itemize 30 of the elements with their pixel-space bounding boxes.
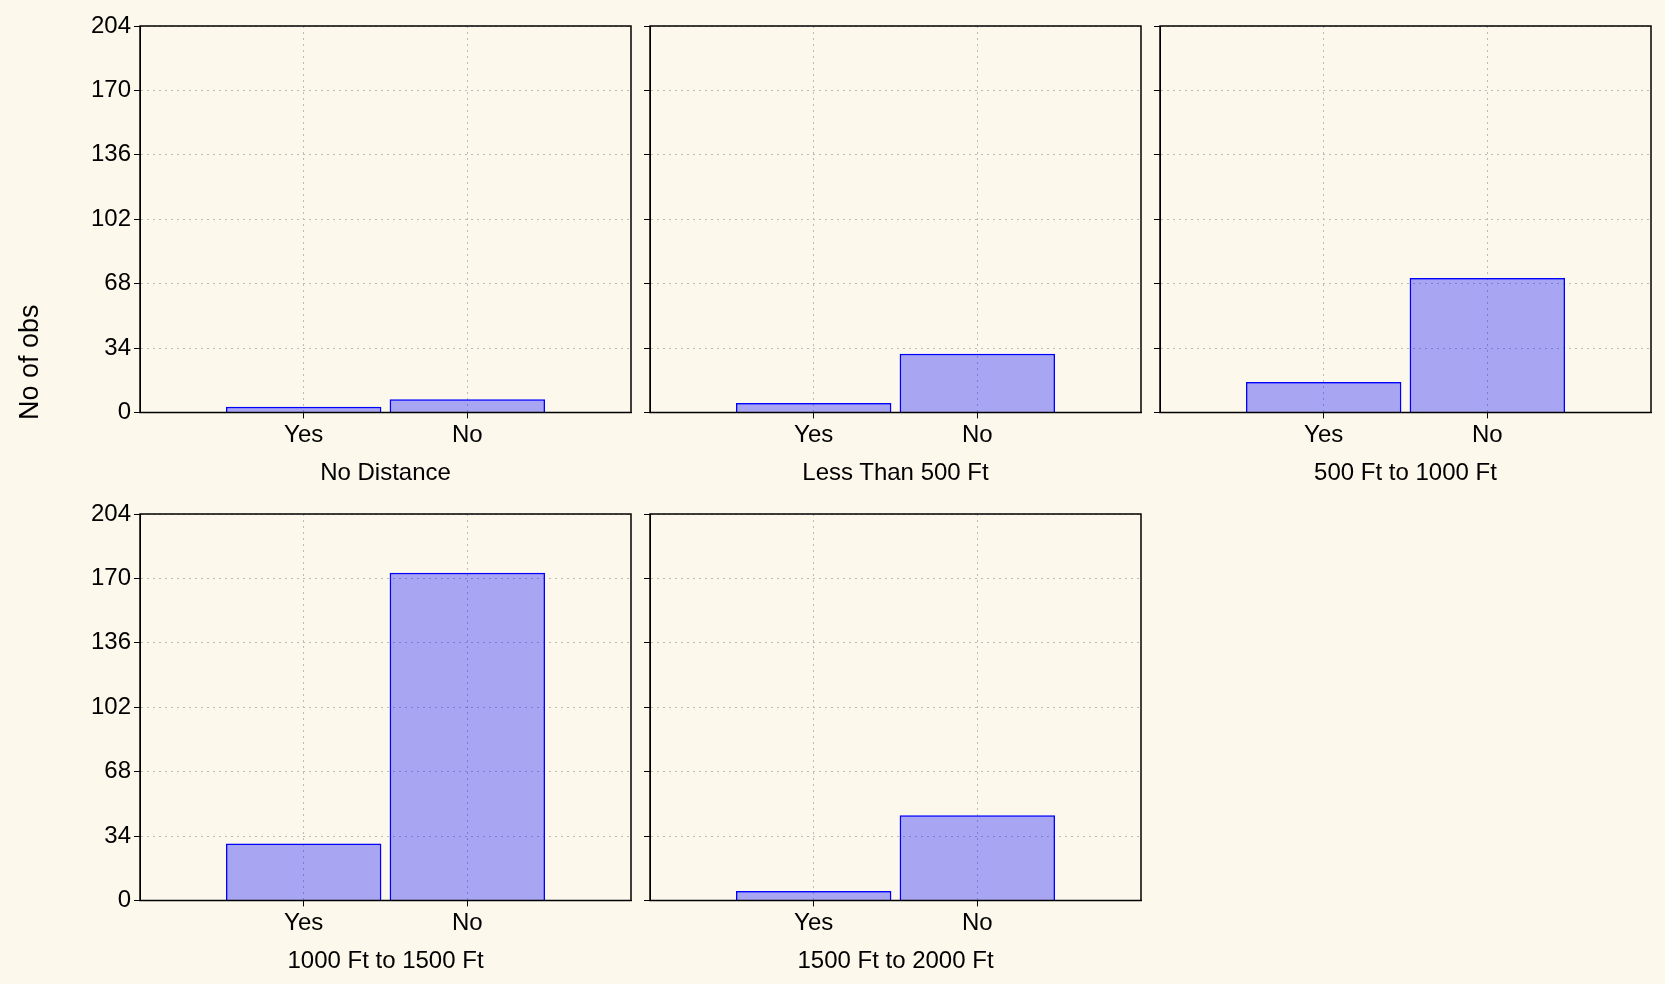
x-axis-title: Less Than 500 Ft <box>802 458 989 486</box>
y-tick-label: 136 <box>90 139 131 167</box>
x-axis-title: No Distance <box>320 458 451 486</box>
y-tick-label: 68 <box>104 268 131 296</box>
x-axis-title: 1500 Ft to 2000 Ft <box>797 946 994 974</box>
y-tick-label: 170 <box>90 563 131 591</box>
x-tick-label: Yes <box>284 420 324 448</box>
y-tick-label: 34 <box>104 820 131 848</box>
x-axis-title: 1000 Ft to 1500 Ft <box>287 946 484 974</box>
y-tick-label: 0 <box>117 397 131 425</box>
x-tick-label: Yes <box>794 420 834 448</box>
x-tick-label: No <box>1471 420 1503 448</box>
y-tick-label: 102 <box>90 203 131 231</box>
x-tick-label: Yes <box>284 908 324 936</box>
x-tick-label: Yes <box>794 908 834 936</box>
y-axis-title: No of obs <box>14 304 45 420</box>
x-tick-label: No <box>451 908 483 936</box>
y-tick-label: 0 <box>117 885 131 913</box>
x-axis-title: 500 Ft to 1000 Ft <box>1314 458 1498 486</box>
x-tick-label: No <box>961 420 993 448</box>
y-tick-label: 102 <box>90 691 131 719</box>
x-tick-label: No <box>961 908 993 936</box>
y-tick-label: 68 <box>104 756 131 784</box>
y-tick-label: 34 <box>104 332 131 360</box>
x-tick-label: Yes <box>1304 420 1344 448</box>
y-tick-label: 170 <box>90 75 131 103</box>
y-tick-label: 204 <box>90 10 131 38</box>
y-tick-label: 204 <box>90 498 131 526</box>
x-tick-label: No <box>451 420 483 448</box>
y-tick-label: 136 <box>90 627 131 655</box>
